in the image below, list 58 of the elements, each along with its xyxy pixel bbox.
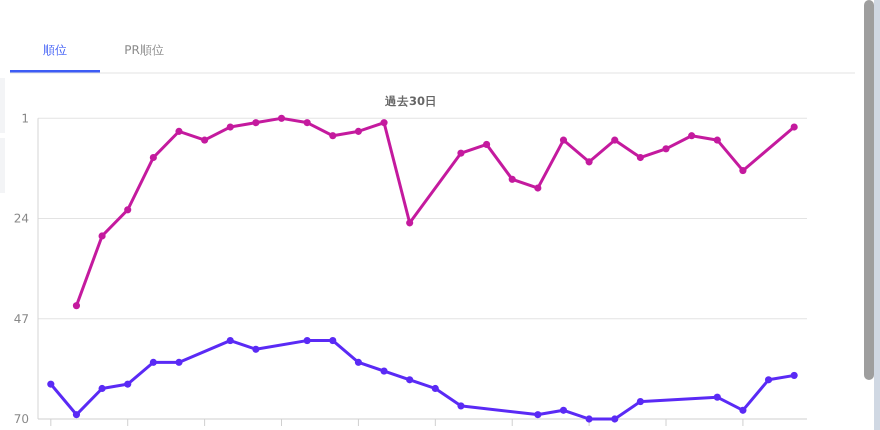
point [175,128,183,135]
point [636,154,644,162]
text: 順位 [43,43,67,57]
point [457,150,465,157]
point [226,123,234,131]
point [534,184,542,192]
point [508,176,516,183]
point [611,415,618,423]
point [98,384,106,392]
point [714,136,721,144]
point [611,136,618,144]
point [636,398,644,406]
point [329,132,336,140]
point [790,372,798,379]
text: PR順位 [124,43,164,57]
point [278,114,286,122]
point [560,406,568,414]
point [354,358,362,366]
point [72,302,80,310]
point [764,376,772,384]
y-tick-label: 70 [14,412,29,426]
point [329,336,336,344]
point [354,128,362,135]
point [201,136,208,144]
point [124,380,132,388]
point [150,358,157,366]
point [688,132,696,140]
point [304,336,311,344]
point [124,206,132,214]
y-tick-label: 1 [21,112,29,126]
point [714,394,721,401]
point [457,402,465,410]
point [304,119,311,126]
point [586,415,593,423]
point [380,368,388,375]
point [252,346,260,353]
point [432,384,439,392]
point [226,336,234,344]
point [406,376,414,384]
point [98,232,106,240]
point [380,119,388,126]
y-tick-label: 47 [14,312,29,326]
point [662,145,670,152]
point [560,136,568,144]
point [739,167,746,174]
point [534,411,542,418]
point [739,406,746,414]
y-tick-label: 24 [14,212,29,226]
point [790,123,798,131]
point [586,158,593,166]
chart-title: 過去30日 [384,94,438,108]
point [175,358,183,366]
point [47,380,54,388]
point [252,119,260,126]
point [406,219,414,226]
point [72,411,80,418]
point [483,140,490,148]
point [150,154,157,162]
